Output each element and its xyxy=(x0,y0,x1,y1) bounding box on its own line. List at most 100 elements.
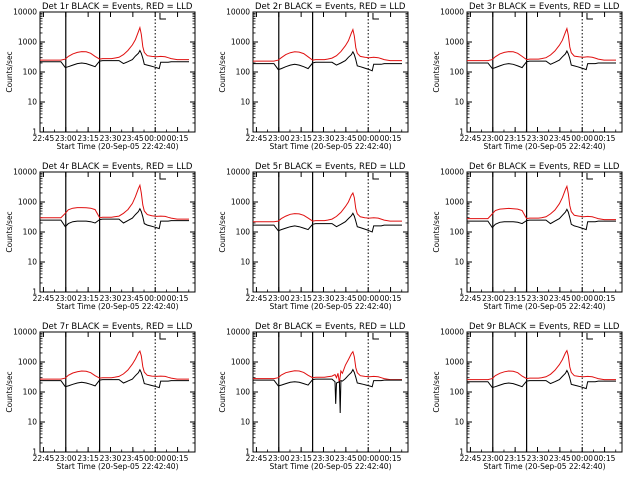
y-axis-label: Counts/sec xyxy=(432,371,441,412)
y-tick-label: 10000 xyxy=(226,328,250,337)
x-tick-label: 23:45 xyxy=(122,294,144,303)
events-series-line xyxy=(467,49,616,71)
x-tick-label: 23:15 xyxy=(77,454,99,463)
y-tick-label: 100 xyxy=(23,68,38,77)
x-tick-label: 23:00 xyxy=(55,294,77,303)
y-tick-label: 100 xyxy=(450,228,465,237)
y-tick-label: 10 xyxy=(454,98,464,107)
y-tick-label: 1 xyxy=(459,448,464,457)
x-tick-label: 22:45 xyxy=(33,134,55,143)
plot-frame xyxy=(39,11,196,133)
events-series-line xyxy=(40,49,189,70)
y-axis-label: Counts/sec xyxy=(218,211,227,252)
x-tick-label: 00:00 xyxy=(571,134,593,143)
y-tick-label: 1000 xyxy=(231,38,250,47)
x-tick-label: 22:45 xyxy=(460,294,482,303)
x-axis-label: Start Time (20-Sep-05 22:42:40) xyxy=(57,302,179,311)
lld-series-line xyxy=(40,183,189,220)
panel-title: Det 8r BLACK = Events, RED = LLD xyxy=(255,322,406,332)
x-tick-label: 23:15 xyxy=(504,454,526,463)
detector-panel: Det 1r BLACK = Events, RED = LLD 1 10 100 10… xyxy=(5,2,196,151)
detector-panel: Det 4r BLACK = Events, RED = LLD 1 10 100 10… xyxy=(5,162,196,311)
y-tick-label: 10 xyxy=(240,98,250,107)
y-tick-label: 1 xyxy=(32,448,37,457)
panel-title: Det 5r BLACK = Events, RED = LLD xyxy=(255,162,406,172)
x-tick-label: 22:45 xyxy=(246,454,268,463)
x-tick-label: 23:30 xyxy=(313,454,335,463)
y-axis-label: Counts/sec xyxy=(432,51,441,92)
y-axis-label: Counts/sec xyxy=(218,371,227,412)
y-tick-label: 1 xyxy=(459,288,464,297)
x-axis-label: Start Time (20-Sep-05 22:42:40) xyxy=(57,142,179,151)
plot-frame xyxy=(466,331,623,453)
plot-frame xyxy=(252,331,409,453)
x-tick-label: 23:30 xyxy=(100,294,122,303)
range-bracket xyxy=(586,333,593,340)
y-tick-label: 100 xyxy=(450,68,465,77)
panel-title: Det 6r BLACK = Events, RED = LLD xyxy=(469,162,620,172)
detector-panel: Det 7r BLACK = Events, RED = LLD 1 10 100 10… xyxy=(5,322,196,471)
range-bracket xyxy=(372,13,379,20)
y-tick-label: 1000 xyxy=(445,198,464,207)
lld-series-line xyxy=(467,26,616,62)
lld-series-line xyxy=(467,349,616,381)
y-tick-label: 1000 xyxy=(231,198,250,207)
events-series-line xyxy=(253,50,402,72)
y-axis-label: Counts/sec xyxy=(5,371,14,412)
y-tick-label: 10000 xyxy=(226,168,250,177)
events-series-line xyxy=(253,368,402,414)
range-bracket xyxy=(159,333,166,340)
x-tick-label: 23:45 xyxy=(549,294,571,303)
x-tick-label: 23:15 xyxy=(290,134,312,143)
plot-frame xyxy=(39,331,196,453)
x-tick-label: 00:00 xyxy=(571,294,593,303)
x-tick-label: 23:30 xyxy=(100,134,122,143)
y-tick-label: 1 xyxy=(459,128,464,137)
x-axis-label: Start Time (20-Sep-05 22:42:40) xyxy=(270,462,392,471)
lld-series-line xyxy=(467,184,616,221)
x-tick-label: 00:15 xyxy=(167,294,189,303)
x-tick-label: 00:15 xyxy=(594,134,616,143)
x-tick-label: 00:00 xyxy=(357,454,379,463)
y-tick-label: 1 xyxy=(32,288,37,297)
x-tick-label: 00:00 xyxy=(357,134,379,143)
y-axis-label: Counts/sec xyxy=(5,211,14,252)
y-tick-label: 1000 xyxy=(445,38,464,47)
y-axis-label: Counts/sec xyxy=(218,51,227,92)
plot-frame xyxy=(39,171,196,293)
y-tick-label: 10000 xyxy=(13,328,37,337)
x-tick-label: 23:45 xyxy=(335,134,357,143)
range-bracket xyxy=(586,173,593,180)
x-tick-label: 23:00 xyxy=(482,134,504,143)
x-tick-label: 22:45 xyxy=(33,454,55,463)
plot-frame xyxy=(466,171,623,293)
y-tick-label: 10000 xyxy=(226,8,250,17)
y-tick-label: 1000 xyxy=(445,358,464,367)
x-tick-label: 00:15 xyxy=(380,294,402,303)
y-tick-label: 10 xyxy=(240,258,250,267)
events-series-line xyxy=(467,369,616,390)
y-tick-label: 10 xyxy=(454,418,464,427)
x-tick-label: 00:15 xyxy=(594,294,616,303)
y-tick-label: 10000 xyxy=(440,168,464,177)
y-tick-label: 100 xyxy=(23,388,38,397)
x-tick-label: 23:00 xyxy=(268,294,290,303)
plot-frame xyxy=(252,11,409,133)
range-bracket xyxy=(586,13,593,20)
x-tick-label: 23:45 xyxy=(335,454,357,463)
x-axis-label: Start Time (20-Sep-05 22:42:40) xyxy=(57,462,179,471)
x-tick-label: 22:45 xyxy=(460,134,482,143)
x-tick-label: 22:45 xyxy=(246,294,268,303)
x-tick-label: 00:00 xyxy=(571,454,593,463)
events-series-line xyxy=(253,212,402,233)
y-tick-label: 1000 xyxy=(18,198,37,207)
panel-title: Det 1r BLACK = Events, RED = LLD xyxy=(42,2,193,12)
x-axis-label: Start Time (20-Sep-05 22:42:40) xyxy=(270,302,392,311)
y-tick-label: 10 xyxy=(27,98,37,107)
x-tick-label: 23:00 xyxy=(55,454,77,463)
events-series-line xyxy=(467,208,616,231)
y-tick-label: 10000 xyxy=(13,168,37,177)
y-tick-label: 100 xyxy=(236,388,251,397)
lld-series-line xyxy=(253,28,402,62)
